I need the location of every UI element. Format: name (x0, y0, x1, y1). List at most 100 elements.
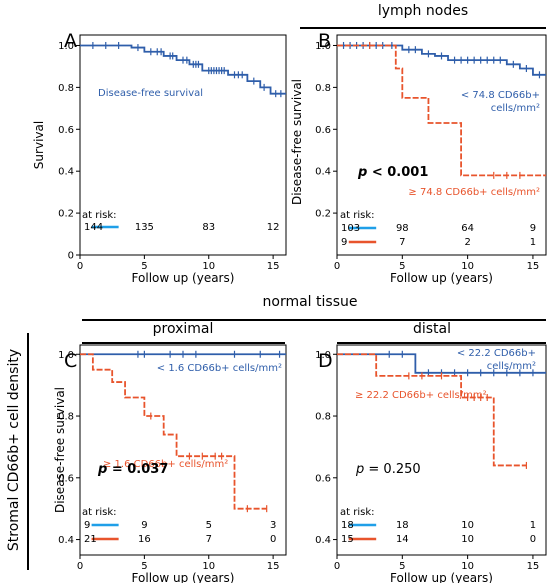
at-risk-count: 14 (396, 534, 409, 545)
at-risk-count: 7 (399, 237, 405, 248)
at-risk-count: 5 (206, 520, 212, 531)
x-tick-label: 5 (141, 261, 147, 272)
side-label: Stromal CD66b+ cell density (6, 349, 22, 551)
x-tick-label: 5 (399, 261, 405, 272)
at-risk-count: 18 (396, 520, 409, 531)
at-risk-count: 15 (341, 534, 354, 545)
plot-frame (336, 344, 547, 556)
p-value: p = 0.037 (97, 462, 168, 477)
x-axis-label: Follow up (years) (390, 271, 493, 285)
y-axis-label: Survival (32, 121, 46, 169)
series-line-2 (80, 353, 267, 510)
x-tick-label: 0 (334, 261, 340, 272)
header-distal: distal (413, 321, 451, 337)
at-risk-count: 10 (461, 520, 474, 531)
header-proximal: proximal (153, 321, 214, 337)
y-tick-label: 1.0 (315, 350, 331, 361)
at-risk-count: 98 (396, 223, 409, 234)
at-risk-count: 1 (530, 520, 536, 531)
at-risk-count: 103 (341, 223, 360, 234)
panel-a: A 0 5 10 15 0 0.2 0.4 0.6 0.8 1.0 Follow up (years)… (32, 30, 287, 285)
at-risk-count: 10 (461, 534, 474, 545)
at-risk-count: 18 (341, 520, 354, 531)
x-tick-label: 0 (77, 261, 83, 272)
y-tick-label: 0.8 (58, 412, 74, 423)
x-tick-label: 15 (267, 261, 280, 272)
y-tick-label: 0.4 (58, 167, 74, 178)
x-tick-label: 10 (461, 261, 474, 272)
series-label-2: ≥ 1.6 CD66b+ cells/mm² (103, 459, 228, 470)
at-risk-count: 9 (530, 223, 536, 234)
panel-letter: D (318, 350, 333, 372)
at-risk-label: at risk: (340, 507, 375, 518)
x-tick-label: 10 (461, 561, 474, 572)
at-risk-count: 83 (202, 222, 215, 233)
y-tick-label: 0.2 (58, 209, 74, 220)
y-tick-label: 0.2 (315, 209, 331, 220)
y-tick-label: 0.8 (315, 412, 331, 423)
at-risk-count: 3 (270, 520, 276, 531)
y-tick-label: 0.4 (58, 535, 74, 546)
y-tick-label: 0.8 (58, 83, 74, 94)
at-risk-label: at risk: (82, 507, 117, 518)
y-tick-label: 1.0 (58, 350, 74, 361)
at-risk-count: 7 (206, 534, 212, 545)
y-axis-label: Disease-free survival (290, 79, 304, 205)
x-tick-label: 15 (527, 261, 540, 272)
series-label-1: < 1.6 CD66b+ cells/mm² (157, 363, 282, 374)
x-tick-label: 10 (202, 261, 215, 272)
at-risk-count: 135 (135, 222, 154, 233)
header-normal-tissue: normal tissue (263, 294, 358, 310)
panel-letter: A (64, 30, 77, 52)
series-line-1 (337, 44, 546, 76)
at-risk-count: 9 (141, 520, 147, 531)
p-value: p < 0.001 (357, 165, 428, 180)
x-axis-label: Follow up (years) (132, 571, 235, 583)
series-line-2 (337, 353, 527, 467)
series-line-1 (80, 44, 286, 95)
y-tick-label: 0.6 (315, 473, 331, 484)
panel-letter: B (318, 30, 331, 52)
at-risk-count: 0 (530, 534, 536, 545)
panel-c: C 0 5 10 15 0.4 0.6 0.8 1.0 Follow up (years) Dise… (53, 344, 287, 583)
x-tick-label: 0 (77, 561, 83, 572)
series-label-2: ≥ 22.2 CD66b+ cells/mm² (355, 390, 487, 401)
at-risk-label: at risk: (340, 210, 375, 221)
at-risk-count: 2 (464, 237, 470, 248)
plot-frame (79, 344, 287, 556)
series-label-2: ≥ 74.8 CD66b+ cells/mm² (408, 187, 540, 198)
x-tick-label: 5 (141, 561, 147, 572)
header-lymph-nodes: lymph nodes (378, 3, 468, 19)
x-tick-label: 10 (202, 561, 215, 572)
at-risk-count: 16 (138, 534, 151, 545)
at-risk-label: at risk: (82, 210, 117, 221)
y-tick-label: 0.4 (315, 535, 331, 546)
at-risk-count: 12 (267, 222, 280, 233)
at-risk-count: 144 (84, 222, 103, 233)
series-label-1: < 22.2 CD66b+ cells/mm² (457, 348, 536, 372)
x-axis-label: Follow up (years) (132, 271, 235, 285)
at-risk-count: 9 (341, 237, 347, 248)
x-tick-label: 15 (267, 561, 280, 572)
panel-b: B 0 5 10 15 0.2 0.4 0.6 0.8 1.0 Follow up (years) D… (290, 30, 547, 285)
x-axis-label: Follow up (years) (390, 571, 493, 583)
plot-frame (79, 34, 287, 256)
series-label-1: Disease-free survival (98, 88, 203, 99)
x-tick-label: 5 (399, 561, 405, 572)
y-tick-label: 0.8 (315, 83, 331, 94)
y-tick-label: 0.6 (58, 473, 74, 484)
y-tick-label: 0.6 (58, 125, 74, 136)
y-axis-label: Disease-free survival (53, 387, 67, 513)
plot-frame (336, 34, 547, 256)
at-risk-count: 1 (530, 237, 536, 248)
x-tick-label: 15 (527, 561, 540, 572)
y-tick-label: 0.4 (315, 167, 331, 178)
panel-letter: C (64, 350, 77, 372)
x-tick-label: 0 (334, 561, 340, 572)
y-tick-label: 0 (68, 251, 74, 262)
at-risk-count: 21 (84, 534, 97, 545)
at-risk-count: 9 (84, 520, 90, 531)
p-value: p = 0.250 (355, 462, 421, 477)
